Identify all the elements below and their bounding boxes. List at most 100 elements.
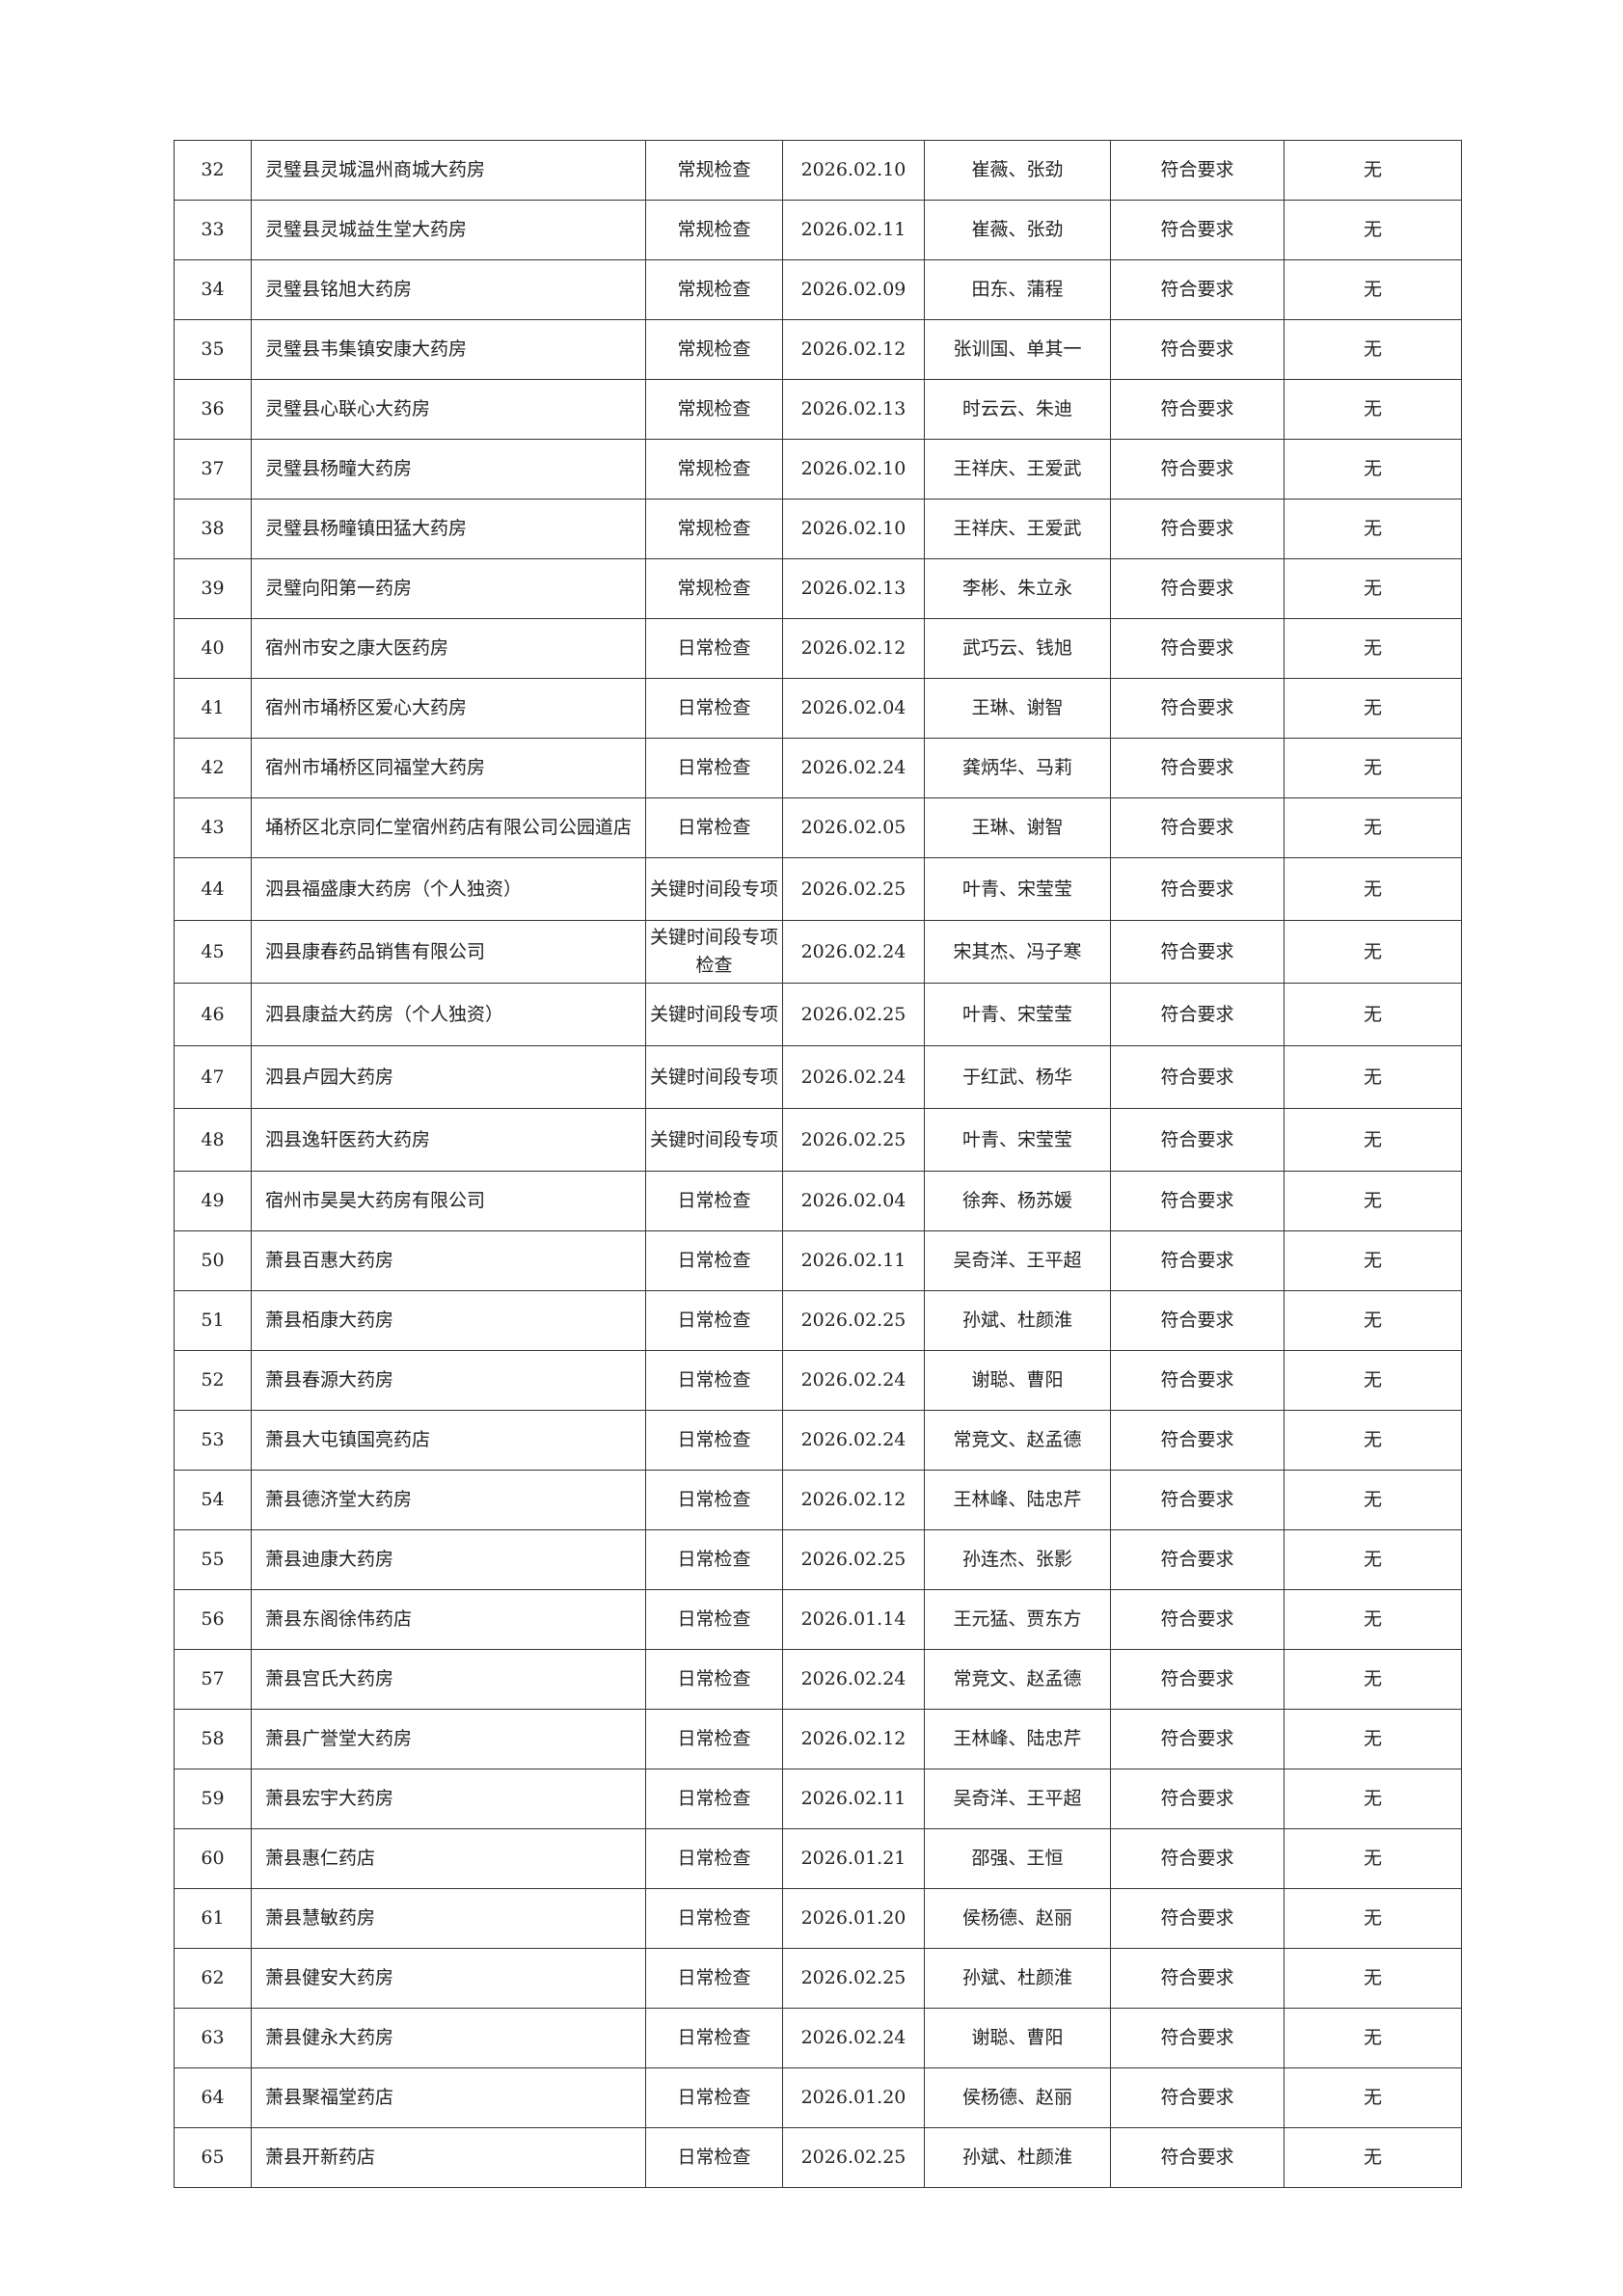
inspectors-cell: 徐奔、杨苏媛	[924, 1171, 1111, 1231]
inspection-date-cell: 2026.02.12	[782, 618, 925, 679]
table-row: 57 萧县宫氏大药房 日常检查 2026.02.24 常竞文、赵孟德 符合要求无	[174, 1649, 1462, 1710]
inspection-date-cell: 2026.02.13	[782, 379, 925, 440]
issues-cell: 无	[1284, 797, 1462, 858]
inspection-date-cell: 2026.02.10	[782, 140, 925, 201]
store-name-cell: 灵璧县灵城益生堂大药房	[251, 200, 646, 260]
inspection-date-cell: 2026.02.13	[782, 558, 925, 619]
result-cell: 符合要求	[1110, 439, 1285, 500]
table-row: 38 灵璧县杨疃镇田猛大药房 常规检查 2026.02.10 王祥庆、王爱武 符合要求无	[174, 499, 1462, 559]
store-name-cell: 萧县健安大药房	[251, 1948, 646, 2009]
inspection-type-cell: 常规检查	[645, 259, 783, 320]
table-row: 58 萧县广誉堂大药房 日常检查 2026.02.12 王林峰、陆忠芹 符合要求无	[174, 1709, 1462, 1769]
result-cell: 符合要求	[1110, 1948, 1285, 2009]
result-cell: 符合要求	[1110, 983, 1285, 1046]
row-number-cell: 54	[174, 1470, 252, 1530]
row-number-cell: 35	[174, 319, 252, 380]
result-cell: 符合要求	[1110, 499, 1285, 559]
row-number-cell: 55	[174, 1529, 252, 1590]
store-name-cell: 宿州市埇桥区同福堂大药房	[251, 738, 646, 798]
store-name-cell: 灵璧县铭旭大药房	[251, 259, 646, 320]
inspection-type-cell: 日常检查	[645, 1230, 783, 1291]
result-cell: 符合要求	[1110, 558, 1285, 619]
row-number-cell: 58	[174, 1709, 252, 1769]
inspection-date-cell: 2026.02.11	[782, 200, 925, 260]
inspection-date-cell: 2026.02.10	[782, 439, 925, 500]
table-row: 48 泗县逸轩医药大药房 关键时间段专项 2026.02.25 叶青、宋莹莹 符合要求无	[174, 1108, 1462, 1172]
inspection-type-cell: 关键时间段专项	[645, 983, 783, 1046]
inspection-type-cell: 常规检查	[645, 439, 783, 500]
result-cell: 符合要求	[1110, 1589, 1285, 1650]
store-name-cell: 灵璧县心联心大药房	[251, 379, 646, 440]
inspection-type-cell: 关键时间段专项	[645, 1045, 783, 1109]
issues-cell: 无	[1284, 2008, 1462, 2068]
row-number-cell: 60	[174, 1828, 252, 1889]
issues-cell: 无	[1284, 1649, 1462, 1710]
result-cell: 符合要求	[1110, 2127, 1285, 2188]
issues-cell: 无	[1284, 983, 1462, 1046]
table-row: 41 宿州市埇桥区爱心大药房 日常检查 2026.02.04 王琳、谢智 符合要求无	[174, 678, 1462, 739]
table-row: 54 萧县德济堂大药房 日常检查 2026.02.12 王林峰、陆忠芹 符合要求无	[174, 1470, 1462, 1530]
inspectors-cell: 孙斌、杜颜淮	[924, 1290, 1111, 1351]
result-cell: 符合要求	[1110, 1350, 1285, 1411]
inspection-type-cell: 日常检查	[645, 1410, 783, 1471]
store-name-cell: 萧县聚福堂药店	[251, 2067, 646, 2128]
result-cell: 符合要求	[1110, 1410, 1285, 1471]
inspection-date-cell: 2026.02.24	[782, 1649, 925, 1710]
store-name-cell: 萧县宏宇大药房	[251, 1769, 646, 1829]
inspection-type-cell: 关键时间段专项	[645, 857, 783, 921]
inspectors-cell: 武巧云、钱旭	[924, 618, 1111, 679]
store-name-cell: 萧县百惠大药房	[251, 1230, 646, 1291]
issues-cell: 无	[1284, 920, 1462, 984]
store-name-cell: 泗县福盛康大药房（个人独资）	[251, 857, 646, 921]
store-name-cell: 萧县栢康大药房	[251, 1290, 646, 1351]
issues-cell: 无	[1284, 1171, 1462, 1231]
table-row: 37 灵璧县杨疃大药房 常规检查 2026.02.10 王祥庆、王爱武 符合要求无	[174, 439, 1462, 500]
issues-cell: 无	[1284, 1709, 1462, 1769]
result-cell: 符合要求	[1110, 678, 1285, 739]
store-name-cell: 泗县康春药品销售有限公司	[251, 920, 646, 984]
issues-cell: 无	[1284, 1948, 1462, 2009]
result-cell: 符合要求	[1110, 1230, 1285, 1291]
issues-cell: 无	[1284, 319, 1462, 380]
result-cell: 符合要求	[1110, 920, 1285, 984]
table-row: 36 灵璧县心联心大药房 常规检查 2026.02.13 时云云、朱迪 符合要求无	[174, 379, 1462, 440]
result-cell: 符合要求	[1110, 738, 1285, 798]
row-number-cell: 32	[174, 140, 252, 201]
table-row: 42 宿州市埇桥区同福堂大药房 日常检查 2026.02.24 龚炳华、马莉 符合要求无	[174, 738, 1462, 798]
store-name-cell: 灵璧县杨疃大药房	[251, 439, 646, 500]
row-number-cell: 44	[174, 857, 252, 921]
inspection-type-cell: 日常检查	[645, 2008, 783, 2068]
result-cell: 符合要求	[1110, 200, 1285, 260]
row-number-cell: 51	[174, 1290, 252, 1351]
table-row: 47 泗县卢园大药房 关键时间段专项 2026.02.24 于红武、杨华 符合要求无	[174, 1045, 1462, 1109]
issues-cell: 无	[1284, 499, 1462, 559]
table-row: 52 萧县春源大药房 日常检查 2026.02.24 谢聪、曹阳 符合要求无	[174, 1350, 1462, 1411]
row-number-cell: 45	[174, 920, 252, 984]
inspection-date-cell: 2026.02.25	[782, 857, 925, 921]
table-row: 62 萧县健安大药房 日常检查 2026.02.25 孙斌、杜颜淮 符合要求无	[174, 1948, 1462, 2009]
store-name-cell: 埇桥区北京同仁堂宿州药店有限公司公园道店	[251, 797, 646, 858]
table-row: 45 泗县康春药品销售有限公司 关键时间段专项检查 2026.02.24 宋其杰、冯子寒…	[174, 920, 1462, 984]
issues-cell: 无	[1284, 618, 1462, 679]
inspectors-cell: 常竞文、赵孟德	[924, 1649, 1111, 1710]
store-name-cell: 萧县开新药店	[251, 2127, 646, 2188]
row-number-cell: 61	[174, 1888, 252, 1949]
inspection-type-cell: 日常检查	[645, 1470, 783, 1530]
table-row: 50 萧县百惠大药房 日常检查 2026.02.11 吴奇洋、王平超 符合要求无	[174, 1230, 1462, 1291]
row-number-cell: 46	[174, 983, 252, 1046]
table-row: 65 萧县开新药店 日常检查 2026.02.25 孙斌、杜颜淮 符合要求无	[174, 2127, 1462, 2188]
issues-cell: 无	[1284, 1470, 1462, 1530]
inspectors-cell: 时云云、朱迪	[924, 379, 1111, 440]
issues-cell: 无	[1284, 200, 1462, 260]
inspectors-cell: 李彬、朱立永	[924, 558, 1111, 619]
inspection-type-cell: 日常检查	[645, 618, 783, 679]
inspection-type-cell: 常规检查	[645, 499, 783, 559]
result-cell: 符合要求	[1110, 797, 1285, 858]
issues-cell: 无	[1284, 439, 1462, 500]
inspectors-cell: 张训国、单其一	[924, 319, 1111, 380]
store-name-cell: 宿州市昊昊大药房有限公司	[251, 1171, 646, 1231]
inspection-date-cell: 2026.02.24	[782, 2008, 925, 2068]
table-row: 55 萧县迪康大药房 日常检查 2026.02.25 孙连杰、张影 符合要求无	[174, 1529, 1462, 1590]
result-cell: 符合要求	[1110, 1529, 1285, 1590]
issues-cell: 无	[1284, 738, 1462, 798]
